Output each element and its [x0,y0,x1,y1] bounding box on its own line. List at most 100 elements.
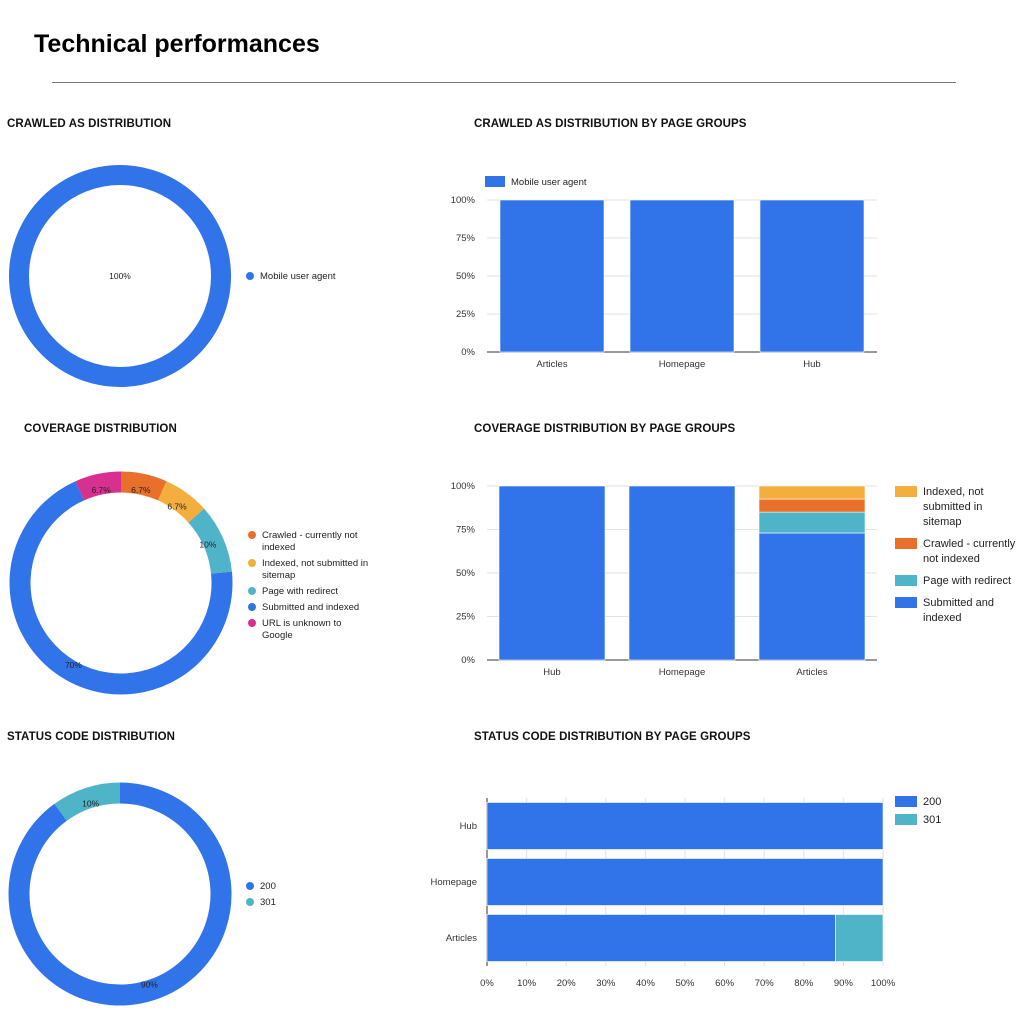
legend-label: sitemap [923,516,962,528]
crawled-pie-chart: 100% Mobile user agent [9,165,336,387]
x-tick-label: 20% [557,978,577,989]
legend-swatch-301 [895,814,917,825]
x-tick-label: Homepage [659,359,705,370]
y-tick-label: Homepage [431,877,477,888]
slice-crawled-currently-not-indexed-label: 6.7% [131,485,151,495]
x-tick-label: 100% [871,978,896,989]
y-tick-label: Hub [460,821,477,832]
legend-label: URL is unknown to [262,618,341,629]
legend-swatch [895,486,917,497]
y-tick-label: 25% [456,309,476,320]
status-bar-chart: 0% 10% 20% 30% 40% 50% 60% 70% 80% 90% 100% Hub Home… [431,796,941,989]
legend-label: Indexed, not submitted in [262,558,368,569]
status-bar-title: STATUS CODE DISTRIBUTION BY PAGE GROUPS [474,731,751,743]
x-tick-label: 40% [636,978,656,989]
legend-label: indexed [262,542,295,553]
status-pie-chart: 90% 10% 200 301 [8,782,276,1006]
x-tick-label: 30% [596,978,616,989]
legend-swatch [895,538,917,549]
x-tick-label: Homepage [659,667,705,678]
legend-label: Page with redirect [923,575,1011,587]
legend-label: Crawled - currently [923,538,1016,550]
legend-label: Crawled - currently not [262,530,358,541]
status-pie-title: STATUS CODE DISTRIBUTION [7,731,176,743]
x-tick-label: 10% [517,978,537,989]
legend-label: Mobile user agent [511,177,587,188]
legend-label: 200 [260,881,276,892]
bar-hub-200 [486,802,884,850]
x-tick-label: 90% [834,978,854,989]
slice-submitted-and-indexed-label: 70% [65,660,82,670]
y-tick-label: 100% [451,481,476,492]
slice-indexed-not-submitted-in-sitemap-label: 6.7% [167,501,187,511]
coverage-pie-chart: 6.7% 6.7% 10% 70% 6.7% Crawled - currently no… [9,471,368,695]
slice-200-label: 90% [141,979,158,989]
coverage-pie-title: COVERAGE DISTRIBUTION [24,423,177,435]
bar-hub-mobile-user-agent [759,199,865,353]
legend-label: Mobile user agent [260,271,336,282]
legend-swatch-200 [246,882,254,890]
crawled-bar-title: CRAWLED AS DISTRIBUTION BY PAGE GROUPS [474,118,747,130]
legend-swatch-mobile-user-agent [485,176,505,187]
legend-label: 301 [923,814,941,826]
slice-301-label: 10% [82,799,99,809]
y-tick-label: 25% [456,612,476,623]
legend-swatch-crawled-currently-not-indexed [248,531,256,539]
legend-label: Submitted and indexed [262,602,359,613]
legend-swatch-indexed-not-submitted-in-sitemap [248,559,256,567]
bar-articles-200 [486,914,836,962]
legend-swatch-url-is-unknown-to-google [248,619,256,627]
crawled-pie-title: CRAWLED AS DISTRIBUTION [7,118,172,130]
y-tick-label: Articles [446,933,477,944]
legend-label: Page with redirect [262,586,338,597]
bar-articles-301 [835,914,884,962]
legend-label: not indexed [923,553,980,565]
y-tick-label: 0% [461,347,475,358]
bar-articles-indexed-not-submitted-in-sitemap [758,485,866,500]
x-tick-label: Articles [536,359,567,370]
slice-301 [54,782,121,821]
bar-articles-crawled-currently-not-indexed [758,498,866,513]
slice-page-with-redirect [188,508,232,575]
legend-label: 200 [923,796,941,808]
bar-homepage-submitted-and-indexed [628,485,736,661]
y-tick-label: 50% [456,271,476,282]
bar-articles-submitted-and-indexed [758,532,866,661]
x-tick-label: Hub [543,667,560,678]
coverage-bar-chart: 0% 25% 50% 75% 100% Hub Homepage Articles Indexe… [451,481,1016,678]
legend-swatch-200 [895,796,917,807]
slice-crawled-currently-not-indexed [120,471,167,501]
slice-url-is-unknown-to-google [75,471,122,501]
bar-hub-submitted-and-indexed [498,485,606,661]
x-tick-label: 70% [755,978,775,989]
x-tick-label: Hub [803,359,820,370]
legend-swatch [895,597,917,608]
slice-mobile-user-agent [9,165,231,387]
legend-label: Submitted and [923,597,994,609]
slice-url-is-unknown-to-google-label: 6.7% [91,485,111,495]
y-tick-label: 100% [451,195,476,206]
legend-label: sitemap [262,570,295,581]
crawled-bar-chart: 0% 25% 50% 75% 100% Articles Homepage Hub Mobile… [451,176,877,370]
legend-label: Indexed, not [923,486,984,498]
x-tick-label: 60% [715,978,735,989]
x-tick-label: 80% [794,978,814,989]
y-tick-label: 0% [461,655,475,666]
legend-label: indexed [923,612,962,624]
legend-swatch-page-with-redirect [248,587,256,595]
legend-swatch-submitted-and-indexed [248,603,256,611]
legend-label: Google [262,630,293,641]
legend-swatch-301 [246,898,254,906]
legend-label: submitted in [923,501,982,513]
slice-page-with-redirect-label: 10% [199,540,216,550]
legend-swatch-mobile-user-agent [246,272,254,280]
bar-articles-mobile-user-agent [499,199,605,353]
y-tick-label: 50% [456,568,476,579]
coverage-bar-title: COVERAGE DISTRIBUTION BY PAGE GROUPS [474,423,736,435]
page-title: Technical performances [34,30,320,58]
x-tick-label: 50% [675,978,695,989]
bar-articles-page-with-redirect [758,511,866,534]
bar-homepage-200 [486,858,884,906]
x-tick-label: 0% [480,978,494,989]
slice-indexed-not-submitted-in-sitemap [157,481,205,523]
